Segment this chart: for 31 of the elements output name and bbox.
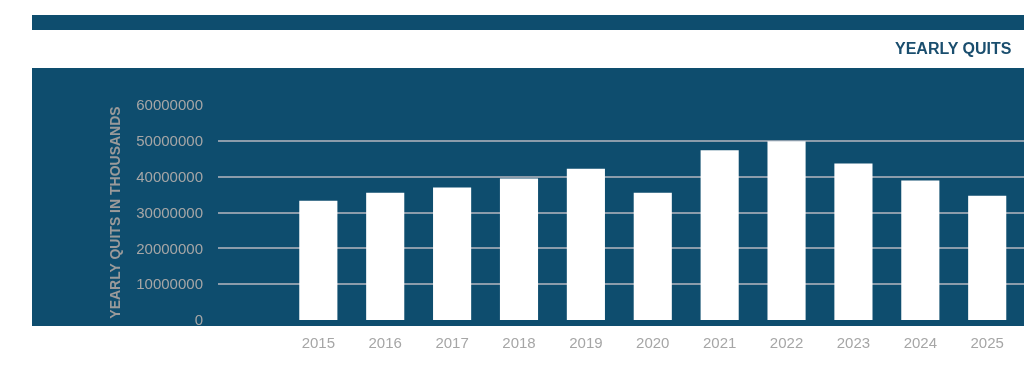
y-tick-label: 60000000 [136,96,203,114]
bar [499,178,539,320]
bar [700,150,739,320]
x-tick-label: 2021 [702,334,737,351]
bar [299,200,338,320]
bar [901,180,940,320]
bar [834,163,873,320]
bar [767,141,806,320]
y-tick-label: 0 [194,311,203,329]
y-tick-label: 50000000 [136,132,203,150]
y-tick-label: 40000000 [136,167,203,185]
x-tick-label: 2017 [435,334,469,351]
x-tick-label: 2018 [502,334,536,351]
x-tick-label: 2020 [636,334,670,351]
x-tick-label: 2019 [569,334,603,351]
x-tick-label: 2024 [903,334,938,351]
bar [366,192,405,320]
x-tick-label: 2023 [836,334,871,351]
x-tick-label: 2025 [970,334,1004,351]
y-axis-title: YEARLY QUITS IN THOUSANDS [106,106,123,319]
bar [433,187,472,320]
y-tick-label: 10000000 [136,275,203,293]
x-tick-label: 2022 [769,334,804,351]
bar [968,195,1007,320]
y-tick-label: 30000000 [136,203,203,221]
x-tick-label: 2015 [301,334,336,351]
y-tick-label: 20000000 [136,239,203,257]
x-tick-label: 2016 [368,334,402,351]
bar [566,168,605,320]
bar [633,192,672,320]
chart-title: YEARLY QUITS [895,40,1012,57]
